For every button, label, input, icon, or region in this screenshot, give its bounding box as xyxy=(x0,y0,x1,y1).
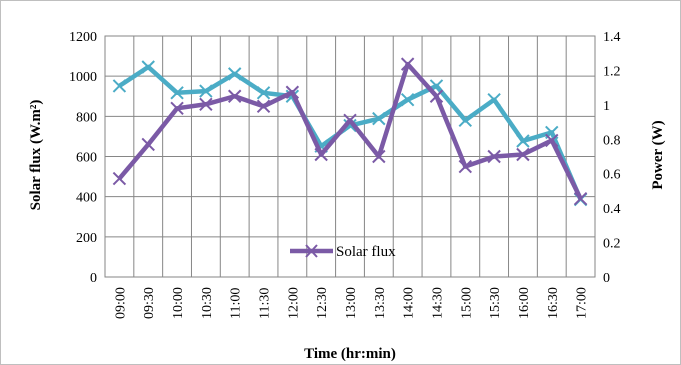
x-tick-label: 16:00 xyxy=(517,287,532,319)
point-solar-flux xyxy=(227,89,242,103)
right-y-tick-label: 0.4 xyxy=(603,202,621,217)
point-solar-flux xyxy=(256,99,271,113)
left-y-tick-labels: 0 200 400 600 800 1000 1200 xyxy=(69,30,97,286)
x-tick-label: 14:00 xyxy=(402,287,417,319)
x-tick-label: 09:30 xyxy=(142,287,157,319)
x-tick-label: 13:30 xyxy=(373,287,388,319)
point-solar-flux xyxy=(314,147,328,162)
x-tick-label: 12:30 xyxy=(315,287,330,319)
point-power xyxy=(372,111,386,126)
right-y-tick-label: 0.8 xyxy=(603,133,621,148)
point-power xyxy=(141,60,155,74)
x-tick-label: 15:30 xyxy=(488,287,503,319)
point-solar-flux xyxy=(372,149,386,164)
x-tick-label: 10:30 xyxy=(200,287,215,319)
right-y-tick-label: 0.6 xyxy=(603,168,621,183)
right-y-tick-label: 0.2 xyxy=(603,237,621,252)
right-y-tick-label: 1 xyxy=(603,99,610,114)
series-layer xyxy=(112,57,588,207)
x-tick-label: 17:00 xyxy=(575,287,590,319)
legend-label-solar-flux: Solar flux xyxy=(336,244,396,260)
right-y-tick-label: 1.2 xyxy=(603,64,621,79)
point-solar-flux xyxy=(285,85,300,99)
point-solar-flux xyxy=(487,149,501,164)
x-tick-label: 12:00 xyxy=(286,287,301,319)
x-tick-label: 11:30 xyxy=(258,288,273,319)
x-tick-label: 11:00 xyxy=(229,288,244,319)
point-power xyxy=(400,92,415,107)
left-y-axis-title: Solar flux (W.m²) xyxy=(28,100,44,211)
point-power xyxy=(516,134,530,148)
point-solar-flux xyxy=(170,101,184,116)
x-tick-label: 10:00 xyxy=(171,287,186,319)
point-power xyxy=(227,67,242,81)
point-solar-flux xyxy=(429,89,444,103)
left-y-tick-label: 800 xyxy=(76,110,97,125)
point-solar-flux xyxy=(545,133,559,148)
point-solar-flux xyxy=(400,57,415,71)
right-y-axis-title: Power (W) xyxy=(650,120,666,189)
left-y-tick-label: 200 xyxy=(76,231,97,246)
point-power xyxy=(170,86,184,100)
point-power xyxy=(199,84,213,98)
point-solar-flux xyxy=(199,97,213,111)
point-solar-flux xyxy=(573,191,588,206)
x-tick-label: 09:00 xyxy=(113,287,128,319)
point-power xyxy=(256,86,271,100)
point-solar-flux xyxy=(458,159,473,174)
right-y-tick-label: 0 xyxy=(603,271,610,286)
legend: Solar flux xyxy=(290,244,396,260)
point-power xyxy=(458,113,473,128)
left-y-tick-label: 1000 xyxy=(69,70,97,85)
x-tick-labels: 09:00 09:30 10:00 10:30 11:00 11:30 12:00 12:30… xyxy=(113,287,589,319)
left-y-tick-label: 0 xyxy=(90,271,97,286)
right-y-tick-labels: 0 0.2 0.4 0.6 0.8 1 1.2 1.4 xyxy=(603,30,621,286)
point-power xyxy=(112,79,127,93)
point-solar-flux xyxy=(112,171,127,186)
plot-area-frame xyxy=(104,35,596,278)
x-tick-label: 15:00 xyxy=(459,287,474,319)
point-solar-flux xyxy=(343,113,357,128)
x-tick-label: 14:30 xyxy=(430,287,445,319)
left-y-tick-label: 400 xyxy=(76,191,97,206)
legend-marker-solar-flux xyxy=(305,244,318,258)
x-tick-label: 13:00 xyxy=(344,287,359,319)
left-y-tick-label: 1200 xyxy=(69,30,97,45)
x-tick-label: 16:30 xyxy=(546,287,561,319)
point-power xyxy=(487,92,501,107)
x-axis-title: Time (hr:min) xyxy=(304,346,396,362)
point-power xyxy=(343,118,357,133)
series-solar-flux xyxy=(112,57,588,206)
point-solar-flux xyxy=(516,147,530,162)
right-y-tick-label: 1.4 xyxy=(603,30,621,45)
point-solar-flux xyxy=(141,137,155,152)
left-y-tick-label: 600 xyxy=(76,151,97,166)
